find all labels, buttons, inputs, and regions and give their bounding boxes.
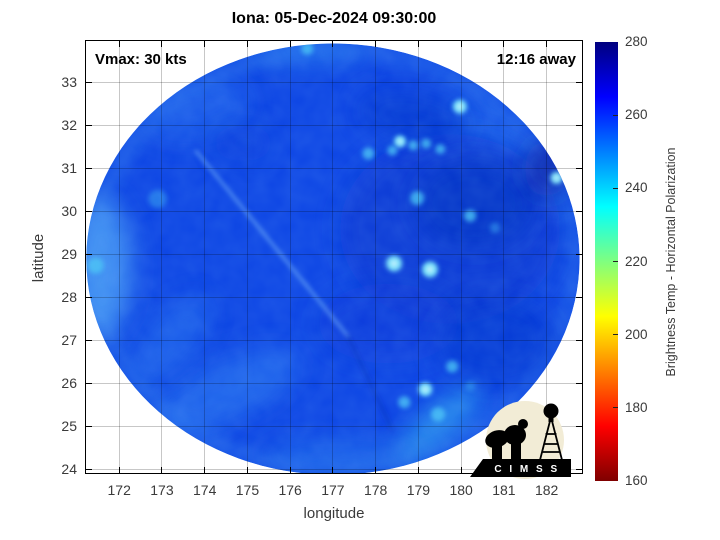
logo-banner — [470, 459, 571, 477]
x-tick-label: 172 — [107, 482, 131, 498]
y-tick-label: 25 — [61, 417, 77, 434]
y-tick-label: 24 — [61, 460, 77, 477]
colorbar-tick-label: 160 — [625, 473, 648, 488]
x-tick-label: 179 — [406, 482, 431, 498]
y-axis-label: latitude — [30, 233, 47, 283]
colorbar-tick-label: 200 — [625, 326, 648, 342]
y-tick-label: 33 — [61, 73, 77, 90]
x-tick-label: 173 — [150, 482, 174, 498]
colorbar-gradient — [595, 42, 618, 481]
y-tick-label: 31 — [61, 159, 77, 176]
cimss-logo: C I M S S — [470, 401, 571, 479]
colorbar-label: Brightness Temp - Horizontal Polarizatio… — [664, 147, 678, 377]
x-tick-label: 176 — [278, 482, 302, 498]
x-tick-label: 174 — [193, 482, 217, 498]
figure-title: Iona: 05-Dec-2024 09:30:00 — [231, 10, 437, 27]
water-tower-icon — [539, 403, 563, 461]
colorbar-tick-label: 240 — [625, 180, 648, 196]
cimss-logo-text: C I M S S — [494, 464, 559, 475]
colorbar-tick-label: 220 — [625, 253, 648, 269]
y-tick-label: 26 — [61, 374, 77, 391]
y-tick-label: 27 — [61, 331, 77, 348]
colorbar-tick-label: 180 — [625, 399, 648, 415]
colorbar-tick-label: 260 — [625, 107, 648, 123]
x-tick-label: 181 — [492, 482, 516, 498]
x-tick-label: 178 — [363, 482, 388, 498]
colorbar-tick-label: 280 — [625, 34, 648, 49]
x-axis-label: longitude — [303, 505, 365, 522]
vmax-annotation: Vmax: 30 kts — [95, 51, 187, 68]
x-tick-label: 177 — [321, 482, 345, 498]
microwave-swath-image — [86, 43, 580, 474]
swath-noise-texture — [86, 43, 580, 474]
satellite-dishes-icon — [485, 419, 528, 459]
time-away-annotation: 12:16 away — [496, 51, 576, 68]
x-tick-label: 175 — [235, 482, 260, 498]
x-tick-label: 180 — [449, 482, 473, 498]
y-tick-label: 32 — [61, 116, 77, 133]
x-tick-label: 182 — [534, 482, 559, 498]
